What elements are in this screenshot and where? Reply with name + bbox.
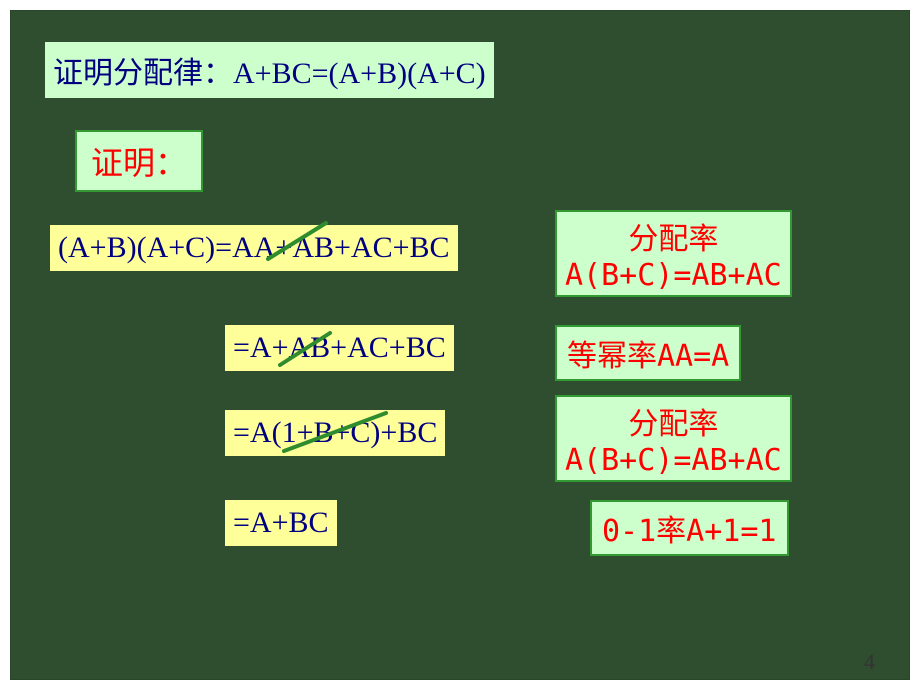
- derivation-step-3: =A(1+B+C)+BC: [225, 410, 445, 456]
- rule-annotation-3: 分配率 A(B+C)=AB+AC: [555, 395, 792, 482]
- derivation-step-4: =A+BC: [225, 500, 337, 546]
- page-number: 4: [864, 649, 875, 675]
- proof-label-text: 证明：: [91, 145, 187, 181]
- title-theorem: 证明分配律：A+BC=(A+B)(A+C): [45, 42, 494, 98]
- rule1-line2: A(B+C)=AB+AC: [565, 258, 782, 293]
- rule-annotation-4: 0-1率A+1=1: [590, 500, 789, 556]
- rule-annotation-2: 等幂率AA=A: [555, 325, 741, 381]
- rule2-text: 等幂率AA=A: [567, 339, 729, 374]
- rule3-line1: 分配率: [565, 399, 782, 443]
- rule3-line2: A(B+C)=AB+AC: [565, 443, 782, 478]
- slide-background: [10, 10, 910, 680]
- rule4-text: 0-1率A+1=1: [602, 514, 777, 549]
- title-text: 证明分配律：A+BC=(A+B)(A+C): [53, 57, 486, 90]
- step1-text: (A+B)(A+C)=AA+AB+AC+BC: [58, 231, 450, 264]
- rule1-line1: 分配率: [565, 214, 782, 258]
- rule-annotation-1: 分配率 A(B+C)=AB+AC: [555, 210, 792, 297]
- proof-label-box: 证明：: [75, 130, 203, 192]
- step4-text: =A+BC: [233, 506, 329, 539]
- derivation-step-1: (A+B)(A+C)=AA+AB+AC+BC: [50, 225, 458, 271]
- step3-text: =A(1+B+C)+BC: [233, 416, 437, 449]
- derivation-step-2: =A+AB+AC+BC: [225, 325, 454, 371]
- step2-text: =A+AB+AC+BC: [233, 331, 446, 364]
